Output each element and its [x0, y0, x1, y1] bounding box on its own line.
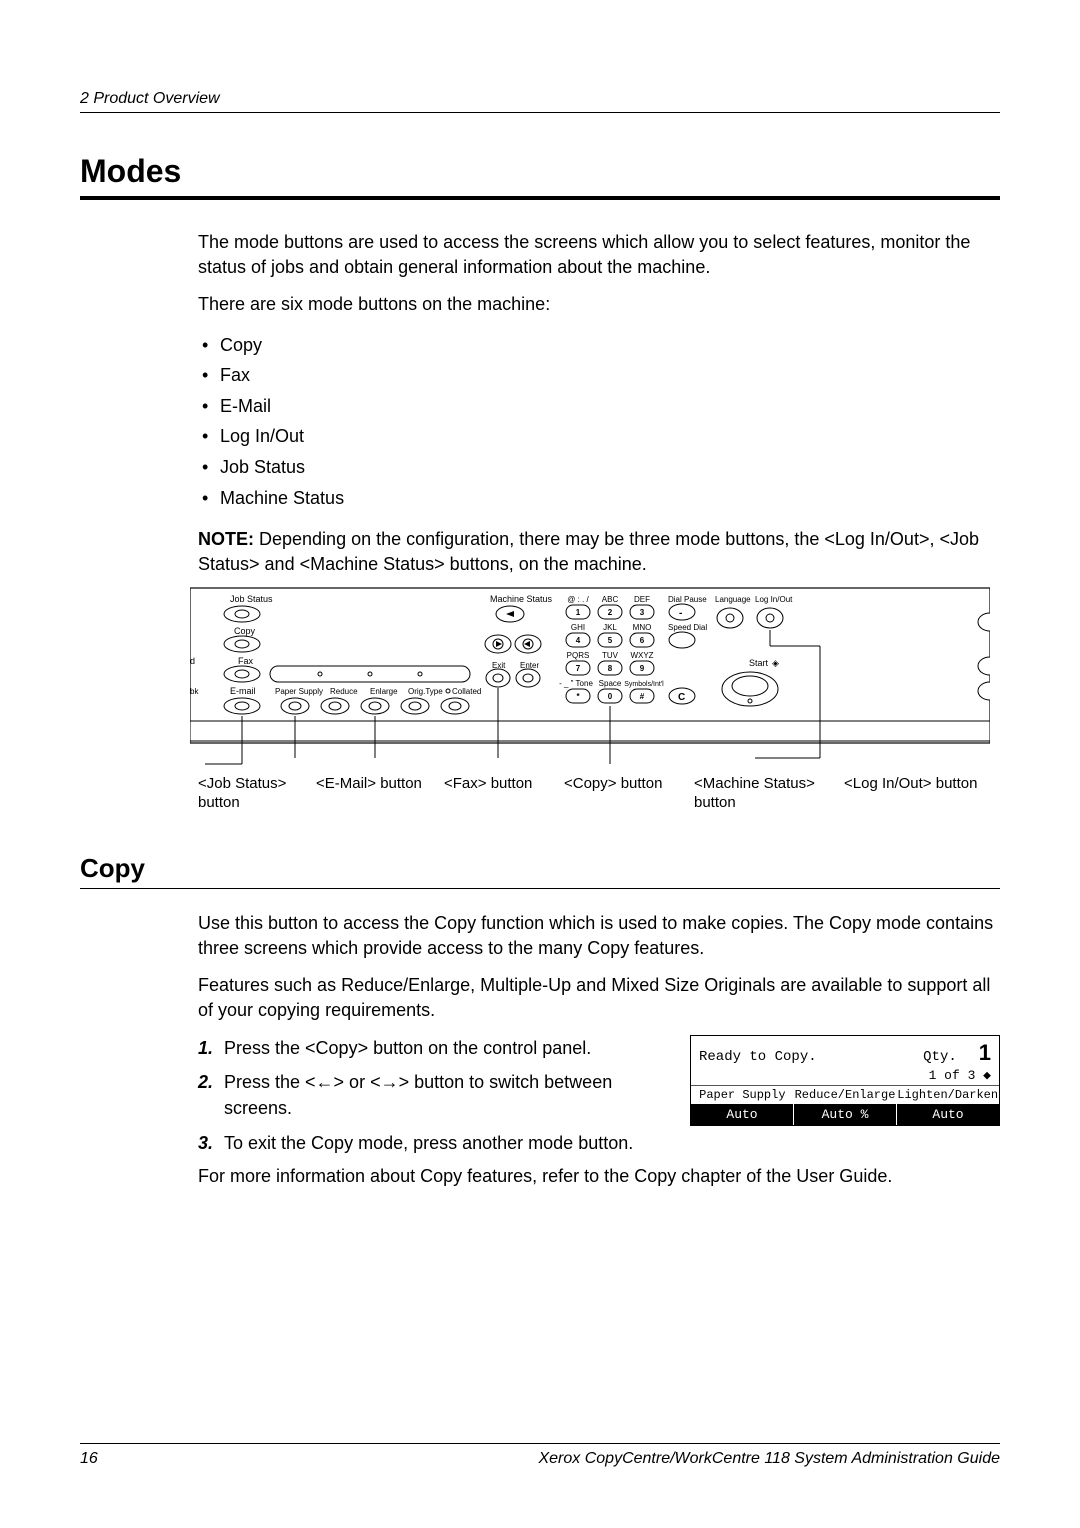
- svg-text:Paper Supply: Paper Supply: [275, 687, 323, 696]
- title-copy: Copy: [80, 853, 1000, 889]
- svg-text:Space: Space: [599, 679, 622, 688]
- svg-text:7: 7: [576, 664, 581, 673]
- svg-text:C: C: [678, 692, 685, 703]
- svg-text:PQRS: PQRS: [567, 651, 590, 660]
- list-item: Copy: [198, 330, 1000, 361]
- svg-text:Reduce: Reduce: [330, 687, 358, 696]
- svg-text:8: 8: [608, 664, 613, 673]
- svg-text:Dial Pause: Dial Pause: [668, 595, 707, 604]
- step-1: 1.Press the <Copy> button on the control…: [198, 1035, 678, 1061]
- svg-text:9: 9: [640, 664, 645, 673]
- lcd-page: 1 of 3 ◆: [691, 1068, 999, 1085]
- list-item: Machine Status: [198, 483, 1000, 514]
- list-item: E-Mail: [198, 391, 1000, 422]
- svg-text:TUV: TUV: [602, 651, 619, 660]
- svg-text:Log In/Out: Log In/Out: [755, 595, 793, 604]
- svg-text:4: 4: [576, 636, 581, 645]
- control-panel-diagram: Job Status Copy Fax d E-mail bk Paper Su…: [190, 586, 990, 766]
- svg-text:Machine Status: Machine Status: [490, 594, 553, 604]
- lcd-ready: Ready to Copy.: [699, 1049, 817, 1065]
- title-modes: Modes: [80, 153, 1000, 200]
- svg-text:6: 6: [640, 636, 645, 645]
- svg-text:0: 0: [608, 692, 613, 701]
- svg-text:bk: bk: [190, 687, 199, 696]
- svg-text:JKL: JKL: [603, 623, 617, 632]
- copy-p3: For more information about Copy features…: [198, 1164, 1000, 1189]
- list-item: Log In/Out: [198, 421, 1000, 452]
- lcd-qty-label: Qty.: [923, 1049, 957, 1065]
- label-copy: <Copy> button: [564, 774, 694, 813]
- list-item: Fax: [198, 360, 1000, 391]
- note: NOTE: Depending on the configuration, th…: [198, 527, 1000, 577]
- step-2: 2.Press the <←> or <→> button to switch …: [198, 1069, 678, 1121]
- svg-text:Copy: Copy: [234, 626, 256, 636]
- page-footer: 16 Xerox CopyCentre/WorkCentre 118 Syste…: [80, 1443, 1000, 1468]
- lcd-h2: Reduce/Enlarge: [794, 1086, 897, 1104]
- panel-labels: <Job Status> button <E-Mail> button <Fax…: [198, 774, 1000, 813]
- lcd-v3: Auto: [897, 1104, 999, 1125]
- page-number: 16: [80, 1450, 98, 1468]
- svg-text:#: #: [640, 692, 645, 701]
- lcd-qty-value: 1: [979, 1040, 991, 1066]
- svg-text:-: -: [679, 608, 682, 619]
- note-text: Depending on the configuration, there ma…: [198, 529, 979, 574]
- svg-text:Enlarge: Enlarge: [370, 687, 398, 696]
- label-machinestatus: <Machine Status> button: [694, 774, 844, 813]
- svg-text:Orig.Type: Orig.Type: [408, 687, 443, 696]
- svg-text:◈: ◈: [772, 658, 779, 668]
- label-fax: <Fax> button: [444, 774, 564, 813]
- label-jobstatus: <Job Status> button: [198, 774, 316, 813]
- lcd-h1: Paper Supply: [691, 1086, 794, 1104]
- svg-text:Language: Language: [715, 595, 751, 604]
- svg-text:1: 1: [576, 608, 581, 617]
- label-email: <E-Mail> button: [316, 774, 444, 813]
- svg-text:Job Status: Job Status: [230, 594, 273, 604]
- note-bold: NOTE:: [198, 529, 254, 549]
- intro-1: The mode buttons are used to access the …: [198, 230, 1000, 280]
- svg-text:Start: Start: [749, 658, 769, 668]
- svg-text:Speed Dial: Speed Dial: [668, 623, 707, 632]
- lcd-v2: Auto %: [794, 1104, 897, 1125]
- label-loginout: <Log In/Out> button: [844, 774, 977, 813]
- page-header: 2 Product Overview: [80, 90, 1000, 113]
- svg-text:GHI: GHI: [571, 623, 585, 632]
- svg-text:d: d: [190, 656, 195, 666]
- svg-text:2: 2: [608, 608, 613, 617]
- footer-title: Xerox CopyCentre/WorkCentre 118 System A…: [538, 1450, 1000, 1468]
- copy-p1: Use this button to access the Copy funct…: [198, 911, 1000, 961]
- steps-list-cont: 3.To exit the Copy mode, press another m…: [198, 1130, 1000, 1156]
- steps-list: 1.Press the <Copy> button on the control…: [198, 1035, 678, 1129]
- svg-text:5: 5: [608, 636, 613, 645]
- svg-text:E-mail: E-mail: [230, 686, 256, 696]
- svg-text:DEF: DEF: [634, 595, 650, 604]
- svg-text:- _ " Tone: - _ " Tone: [559, 679, 593, 688]
- svg-text:Fax: Fax: [238, 656, 254, 666]
- copy-p2: Features such as Reduce/Enlarge, Multipl…: [198, 973, 1000, 1023]
- svg-text:Collated: Collated: [452, 687, 481, 696]
- svg-text:@ : . /: @ : . /: [567, 595, 589, 604]
- svg-text:MNO: MNO: [633, 623, 652, 632]
- mode-list: Copy Fax E-Mail Log In/Out Job Status Ma…: [198, 330, 1000, 514]
- svg-text:3: 3: [640, 608, 645, 617]
- list-item: Job Status: [198, 452, 1000, 483]
- step-3: 3.To exit the Copy mode, press another m…: [198, 1130, 1000, 1156]
- svg-text:WXYZ: WXYZ: [630, 651, 653, 660]
- lcd-h3: Lighten/Darken: [896, 1086, 999, 1104]
- intro-2: There are six mode buttons on the machin…: [198, 292, 1000, 317]
- svg-text:Symbols/Int'l: Symbols/Int'l: [624, 681, 664, 688]
- lcd-v1: Auto: [691, 1104, 794, 1125]
- lcd-screen: Ready to Copy. Qty. 1 1 of 3 ◆ Paper Supp…: [690, 1035, 1000, 1126]
- svg-text:ABC: ABC: [602, 595, 619, 604]
